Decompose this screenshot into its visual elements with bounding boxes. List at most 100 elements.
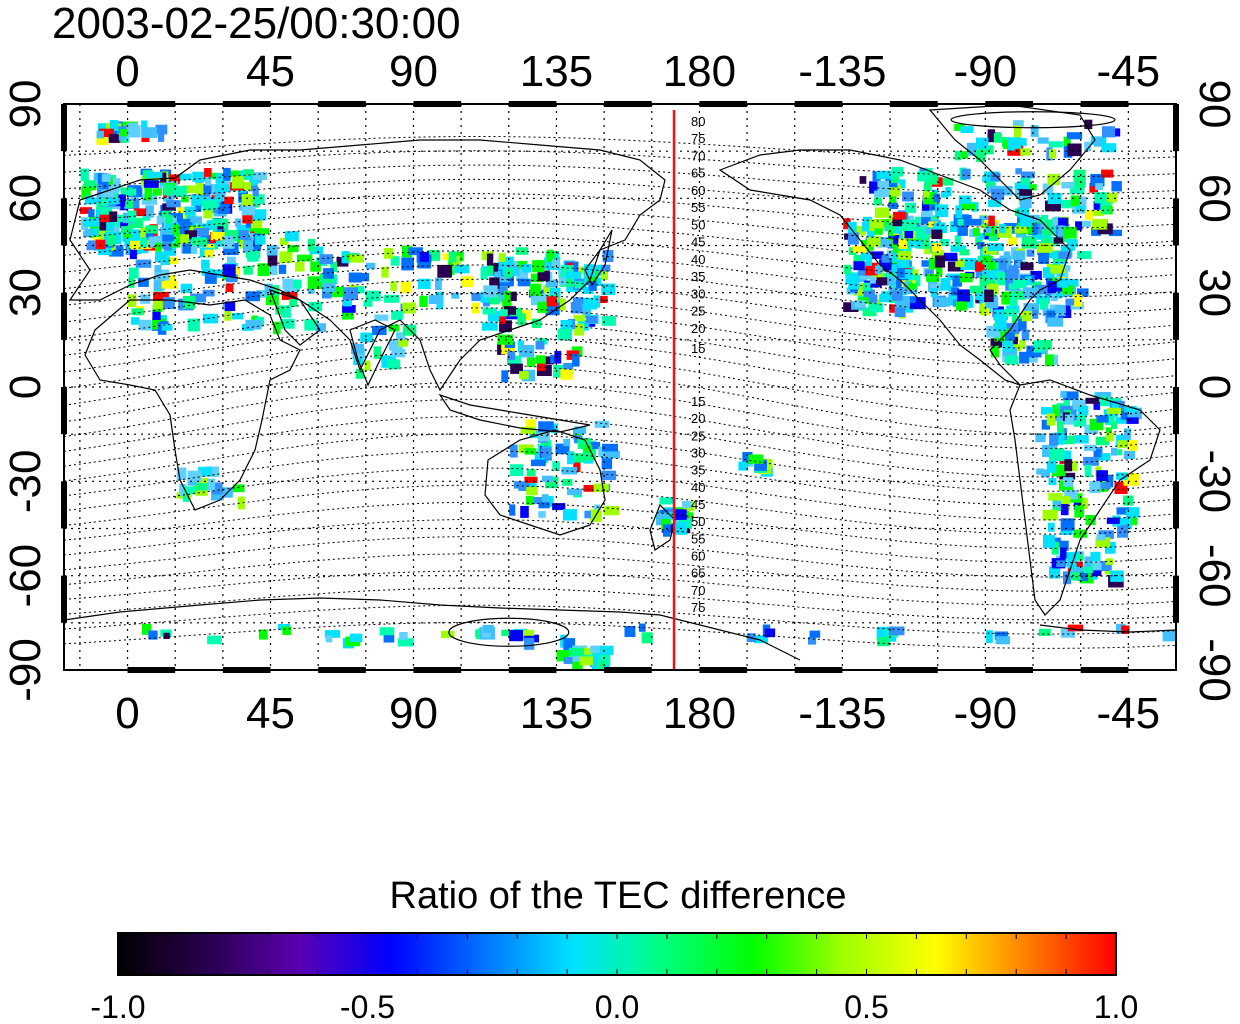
tec-patch xyxy=(131,229,141,241)
magnetic-contour xyxy=(64,178,1176,212)
tec-patch xyxy=(152,188,162,196)
tec-patch xyxy=(258,629,268,640)
tec-patch xyxy=(83,218,99,227)
tec-patch xyxy=(120,226,134,234)
tec-patch xyxy=(590,645,604,654)
tec-patch xyxy=(1089,182,1098,193)
frame-bar-left xyxy=(61,104,67,152)
tec-patch xyxy=(943,252,958,262)
tec-patch xyxy=(1020,171,1035,179)
tec-patch xyxy=(1003,251,1011,258)
frame-bar-top xyxy=(318,101,366,107)
magnetic-contour xyxy=(64,164,1176,195)
tec-patch xyxy=(999,223,1006,233)
tec-patch xyxy=(266,245,278,257)
tec-patch xyxy=(252,186,259,197)
tec-patch xyxy=(1110,570,1124,582)
tec-patch xyxy=(1002,140,1010,149)
frame-bar-bottom xyxy=(1080,667,1129,673)
tec-patch xyxy=(986,179,996,190)
tec-patch xyxy=(582,297,598,310)
tec-patch xyxy=(499,312,506,324)
tec-patch xyxy=(250,216,263,229)
tec-patch xyxy=(427,250,441,261)
tec-patch xyxy=(442,253,454,260)
tec-patch xyxy=(1106,407,1121,414)
lat-tick-left: -60 xyxy=(1,544,50,608)
tec-patch xyxy=(101,177,109,190)
tec-patch xyxy=(874,207,890,218)
tec-patch xyxy=(81,186,91,199)
tec-patch xyxy=(560,369,573,380)
contour-labels-south: 15 20 25 30 35 40 45 50 55 60 65 70 75 xyxy=(691,394,705,615)
tec-patch xyxy=(940,278,951,291)
lon-tick-bottom: -90 xyxy=(954,689,1018,738)
tec-patch xyxy=(517,313,526,326)
tec-patch xyxy=(876,277,889,286)
tec-patch xyxy=(99,218,107,231)
tec-patch xyxy=(535,355,546,364)
tec-patch xyxy=(178,222,193,234)
tec-patch xyxy=(1059,450,1072,460)
tec-patch xyxy=(903,282,910,294)
tec-patch xyxy=(975,290,989,300)
tec-patch xyxy=(958,195,972,206)
tec-patch xyxy=(1084,464,1092,478)
tec-patch xyxy=(437,264,452,278)
tec-patch xyxy=(574,323,585,336)
latitude-ticks-left: 90 60 30 0 -30 -60 -90 xyxy=(1,80,50,702)
contour-label: 75 xyxy=(691,600,705,615)
tec-patch xyxy=(526,486,538,496)
magnetic-contour xyxy=(64,398,1176,464)
tec-patch xyxy=(888,626,905,636)
tec-patch xyxy=(869,219,885,232)
magnetic-pole-south xyxy=(448,617,570,647)
tec-patch xyxy=(223,167,231,181)
tec-patch xyxy=(545,476,559,489)
tec-patch xyxy=(187,470,202,483)
tec-patch xyxy=(748,454,764,464)
tec-patch xyxy=(204,273,217,284)
tec-patch xyxy=(1077,554,1084,561)
tec-patch xyxy=(173,185,187,197)
tec-patch xyxy=(935,204,949,218)
tec-patch xyxy=(471,292,482,302)
tec-patch xyxy=(896,264,905,278)
tec-patch xyxy=(979,304,987,316)
tec-patch xyxy=(1030,270,1042,280)
tec-patch xyxy=(890,172,900,184)
tec-patch xyxy=(556,650,572,662)
tec-patch xyxy=(955,259,965,268)
tec-patch xyxy=(1014,182,1029,190)
tec-patch xyxy=(877,637,890,647)
tec-patch xyxy=(204,249,214,257)
tec-patch xyxy=(191,194,205,207)
tec-patch xyxy=(583,286,594,294)
tec-patch xyxy=(212,482,223,495)
tec-patch xyxy=(1096,534,1106,541)
tec-patch xyxy=(867,227,875,238)
tec-patch xyxy=(1096,415,1109,423)
tec-patch xyxy=(562,479,573,486)
tec-patch xyxy=(1019,339,1026,349)
tec-patch xyxy=(932,243,942,252)
tec-patch xyxy=(1063,477,1074,487)
tec-patch xyxy=(273,321,281,335)
tec-patch xyxy=(482,300,490,307)
tec-patch xyxy=(915,227,931,239)
lon-tick-top: -45 xyxy=(1097,47,1161,96)
tec-patch xyxy=(520,506,529,518)
tec-patch xyxy=(959,249,970,256)
tec-patch xyxy=(217,207,230,214)
tec-patch xyxy=(1047,173,1061,186)
tec-patch xyxy=(247,251,259,262)
tec-patch xyxy=(1090,561,1102,571)
tec-patch xyxy=(589,441,601,450)
tec-patch xyxy=(573,314,585,322)
tec-patch xyxy=(1040,407,1053,415)
tec-patch xyxy=(921,212,931,224)
tec-patch xyxy=(1089,481,1101,494)
tec-patch xyxy=(563,657,573,664)
tec-patch xyxy=(921,209,933,218)
tec-patch xyxy=(554,350,562,364)
